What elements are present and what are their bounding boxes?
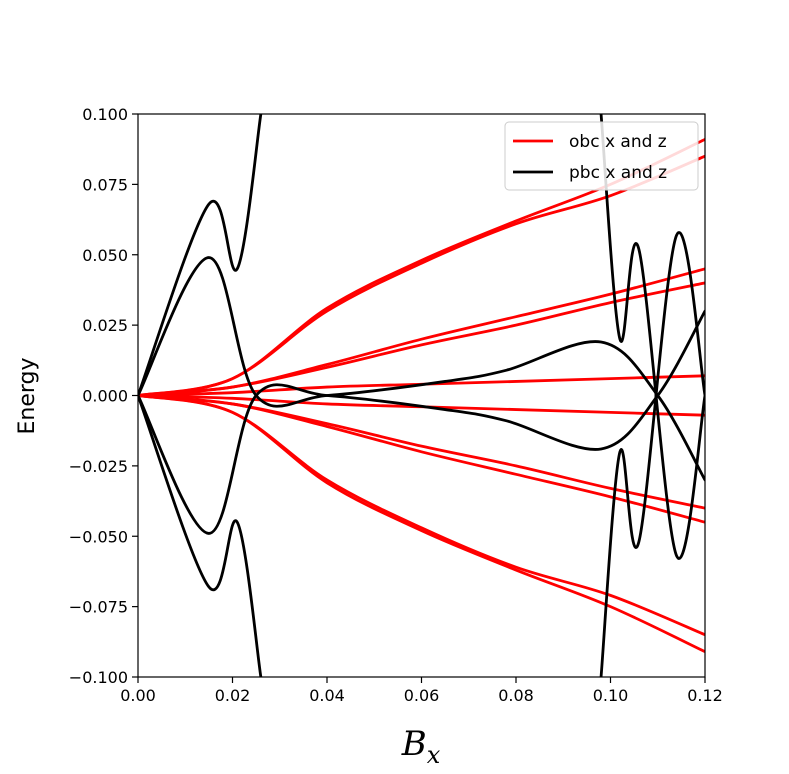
x-axis-label: Bx (401, 724, 441, 769)
plot-frame (137, 113, 706, 678)
legend-frame (504, 121, 699, 191)
x-tick-label: 0.00 (120, 686, 156, 705)
y-axis: 0.100 0.075 0.050 0.025 0.000 −0.025 −0.050 −0.… (69, 105, 138, 687)
legend-label-1: pbc x and z (569, 163, 667, 183)
series-1-curve-3 (138, 309, 705, 535)
y-axis-label: Energy (15, 357, 40, 434)
y-tick-label: 0.025 (82, 316, 128, 335)
x-tick-label: 0.04 (309, 686, 345, 705)
x-tick-label: 0.12 (687, 686, 723, 705)
x-tick-label: 0.08 (498, 686, 534, 705)
series-1-curve-1 (138, 394, 263, 677)
y-tick-label: −0.025 (69, 457, 128, 476)
legend-label-0: obc x and z (569, 132, 667, 152)
x-axis: 0.00 0.02 0.04 0.06 0.08 0.10 0.12 (120, 677, 723, 705)
x-tick-label: 0.06 (404, 686, 440, 705)
y-tick-label: 0.075 (82, 175, 128, 194)
series-0-curve-3 (138, 281, 705, 397)
series-1-curve-5 (599, 114, 705, 560)
series-0-curve-1 (138, 154, 705, 397)
x-tick-label: 0.10 (593, 686, 629, 705)
y-tick-label: 0.050 (82, 246, 128, 265)
y-tick-label: −0.050 (69, 527, 128, 546)
x-tick-label: 0.02 (215, 686, 251, 705)
series-1-curve-0 (138, 114, 263, 397)
series-1-curve-4 (599, 231, 705, 677)
series-0-curve-9 (138, 394, 705, 654)
y-tick-label: −0.075 (69, 598, 128, 617)
y-tick-label: −0.100 (69, 668, 128, 687)
legend: obc x and z pbc x and z (504, 121, 699, 191)
y-tick-label: 0.100 (82, 105, 128, 124)
y-tick-label: 0.000 (82, 387, 128, 406)
series-1 (138, 114, 705, 677)
series-0-curve-7 (138, 394, 705, 524)
series-1-curve-2 (138, 256, 705, 482)
plot-area (138, 114, 705, 677)
